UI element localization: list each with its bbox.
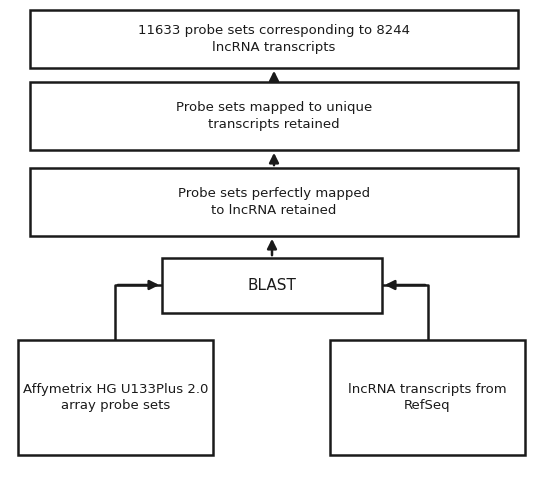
Text: Probe sets mapped to unique
transcripts retained: Probe sets mapped to unique transcripts … (176, 101, 372, 131)
Text: 11633 probe sets corresponding to 8244
lncRNA transcripts: 11633 probe sets corresponding to 8244 l… (138, 24, 410, 54)
Text: BLAST: BLAST (248, 278, 296, 293)
Text: Affymetrix HG U133Plus 2.0
array probe sets: Affymetrix HG U133Plus 2.0 array probe s… (23, 383, 208, 413)
Bar (30, 82, 518, 150)
Bar (330, 340, 525, 455)
Bar (18, 340, 213, 455)
Text: lncRNA transcripts from
RefSeq: lncRNA transcripts from RefSeq (348, 383, 507, 413)
Bar (30, 10, 518, 68)
Bar (30, 168, 518, 236)
Text: Probe sets perfectly mapped
to lncRNA retained: Probe sets perfectly mapped to lncRNA re… (178, 187, 370, 217)
Bar (162, 258, 382, 313)
